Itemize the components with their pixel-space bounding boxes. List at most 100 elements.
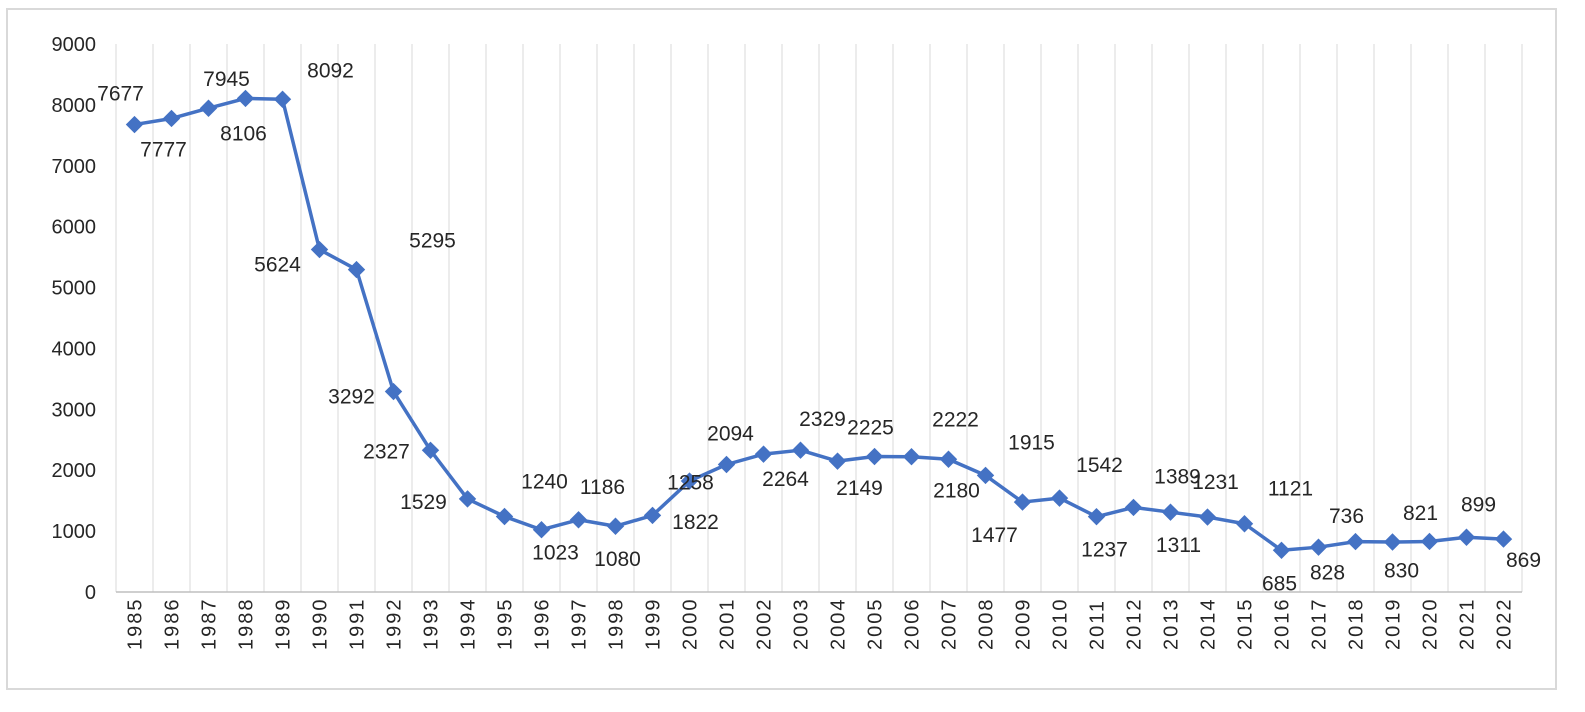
x-tick-label: 2004	[828, 598, 850, 651]
data-point-marker	[1013, 493, 1032, 511]
data-label: 828	[1310, 562, 1345, 585]
data-label: 8106	[220, 122, 267, 145]
x-tick-label: 2010	[1050, 598, 1072, 651]
data-label: 2327	[363, 440, 410, 463]
data-label: 1231	[1192, 471, 1239, 494]
data-point-marker	[347, 260, 366, 279]
data-point-marker	[310, 240, 329, 259]
x-tick-label: 2013	[1161, 598, 1183, 651]
data-label: 1389	[1154, 465, 1201, 488]
data-point-marker	[1161, 503, 1180, 521]
data-label: 8092	[307, 59, 354, 82]
data-point-marker	[1198, 508, 1217, 526]
data-point-marker	[532, 521, 551, 539]
data-point-marker	[495, 507, 514, 526]
x-tick-label: 1996	[532, 598, 554, 651]
data-point-marker	[754, 445, 773, 463]
data-label: 7677	[97, 83, 144, 106]
y-tick-label: 5000	[52, 278, 97, 300]
x-tick-label: 1990	[310, 598, 332, 651]
data-point-marker	[643, 506, 662, 525]
y-tick-label: 6000	[52, 217, 97, 239]
data-label: 1477	[971, 524, 1018, 547]
data-label: 5295	[409, 230, 456, 253]
x-tick-label: 1985	[125, 598, 147, 651]
data-point-marker	[421, 441, 440, 460]
x-tick-label: 2012	[1124, 598, 1146, 651]
y-tick-label: 8000	[52, 95, 97, 117]
x-tick-label: 2021	[1457, 598, 1479, 651]
x-tick-label: 1992	[384, 598, 406, 651]
data-label: 1023	[532, 542, 579, 565]
data-label: 821	[1403, 502, 1438, 525]
data-label: 5624	[254, 254, 301, 277]
data-label: 1915	[1008, 431, 1055, 454]
data-point-marker	[1309, 538, 1328, 556]
x-tick-label: 1989	[273, 598, 295, 651]
data-point-marker	[1235, 515, 1254, 533]
x-tick-label: 2014	[1198, 598, 1220, 651]
data-label: 1822	[672, 511, 719, 534]
data-label: 736	[1329, 505, 1364, 528]
data-label: 1237	[1081, 539, 1128, 562]
x-tick-label: 1987	[199, 598, 221, 651]
x-tick-label: 2015	[1235, 598, 1257, 651]
x-tick-label: 2019	[1383, 598, 1405, 651]
data-point-marker	[1420, 532, 1439, 551]
data-labels: 7677 7777 7945 8106 8092 5624 5295 3292 2327 1529…	[97, 59, 1541, 595]
data-point-marker	[125, 115, 144, 134]
x-tick-label: 2007	[939, 598, 961, 651]
x-tick-label: 2011	[1087, 599, 1109, 650]
data-point-marker	[828, 452, 847, 470]
data-label: 2180	[933, 479, 980, 502]
data-point-marker	[939, 450, 958, 468]
data-point-marker	[569, 511, 588, 529]
gridlines	[115, 44, 1523, 592]
data-label: 1186	[580, 476, 625, 499]
data-label: 2329	[799, 408, 846, 431]
data-point-marker	[791, 441, 810, 459]
y-tick-label: 3000	[52, 399, 97, 421]
data-label: 1240	[521, 470, 568, 493]
data-point-marker	[606, 517, 625, 535]
x-tick-label: 1986	[162, 598, 184, 651]
x-tick-label: 2006	[902, 598, 924, 651]
data-label: 1529	[400, 491, 447, 514]
data-label: 1121	[1268, 478, 1313, 501]
x-tick-label: 2020	[1420, 598, 1442, 651]
data-label: 869	[1506, 549, 1541, 572]
x-tick-label: 2017	[1309, 598, 1331, 651]
series-markers	[125, 89, 1513, 559]
x-tick-label: 1993	[421, 598, 443, 651]
data-label: 1542	[1076, 454, 1123, 477]
x-tick-label: 1988	[236, 598, 258, 651]
y-tick-label: 4000	[52, 338, 97, 360]
x-tick-label: 2005	[865, 598, 887, 651]
x-tick-label: 2003	[791, 598, 813, 651]
data-label: 1311	[1156, 534, 1201, 557]
series-line-path	[134, 96, 1504, 553]
x-tick-label: 1995	[495, 598, 517, 651]
x-tick-label: 2002	[754, 598, 776, 651]
data-point-marker	[236, 89, 255, 108]
data-label: 2264	[762, 468, 809, 491]
data-point-marker	[1457, 528, 1476, 546]
x-tick-label: 1994	[458, 598, 480, 651]
y-tick-label: 0	[85, 582, 96, 604]
data-label: 2149	[836, 477, 883, 500]
x-tick-label: 2000	[680, 598, 702, 651]
data-point-marker	[199, 99, 218, 117]
data-point-marker	[384, 382, 403, 401]
data-label: 1080	[594, 548, 641, 571]
data-point-marker	[1383, 533, 1402, 551]
data-label: 2222	[932, 409, 979, 432]
x-tick-label: 1999	[643, 598, 665, 651]
x-tick-label: 2016	[1272, 598, 1294, 651]
data-point-marker	[1124, 498, 1143, 517]
data-label: 1258	[667, 471, 714, 494]
y-tick-label: 1000	[52, 521, 97, 543]
data-point-marker	[1087, 507, 1106, 526]
data-point-marker	[1050, 489, 1069, 507]
data-point-marker	[1272, 541, 1291, 559]
